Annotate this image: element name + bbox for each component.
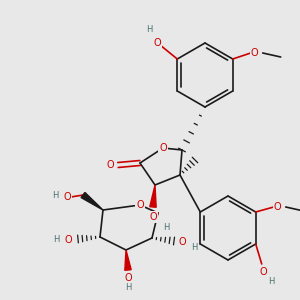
Polygon shape bbox=[150, 185, 156, 207]
Text: O: O bbox=[149, 212, 157, 222]
Text: H: H bbox=[146, 25, 152, 34]
Text: O: O bbox=[106, 160, 114, 170]
Text: O: O bbox=[154, 38, 161, 48]
Polygon shape bbox=[125, 250, 131, 270]
Text: H: H bbox=[191, 244, 197, 253]
Text: O: O bbox=[251, 48, 259, 58]
Text: H: H bbox=[53, 236, 59, 244]
Text: O: O bbox=[260, 267, 268, 277]
Text: O: O bbox=[136, 200, 144, 210]
Text: O: O bbox=[178, 237, 186, 247]
Text: O: O bbox=[159, 143, 167, 153]
Text: H: H bbox=[125, 284, 131, 292]
Text: O: O bbox=[63, 192, 71, 202]
Text: O: O bbox=[64, 235, 72, 245]
Text: O: O bbox=[274, 202, 281, 212]
Text: O: O bbox=[124, 273, 132, 283]
Polygon shape bbox=[81, 192, 103, 210]
Text: H: H bbox=[163, 224, 169, 232]
Text: H: H bbox=[268, 278, 275, 286]
Text: H: H bbox=[52, 190, 58, 200]
